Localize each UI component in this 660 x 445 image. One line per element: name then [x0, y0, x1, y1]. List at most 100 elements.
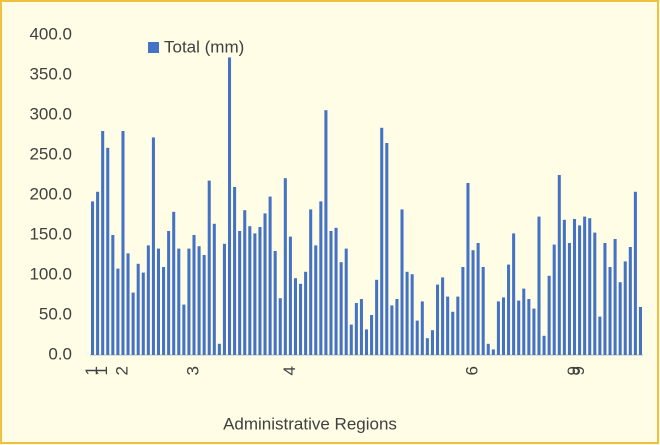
bar: [354, 303, 358, 355]
y-tick-label: 50.0: [39, 304, 72, 323]
bar: [451, 311, 455, 355]
x-tick-label: 9: [564, 366, 583, 375]
bar: [557, 175, 561, 355]
bar: [420, 301, 424, 355]
y-tick-label: 400.0: [29, 24, 72, 43]
y-tick-label: 100.0: [29, 264, 72, 283]
bar: [182, 304, 186, 355]
bar: [486, 343, 490, 355]
bar: [304, 271, 308, 355]
bar: [446, 296, 450, 355]
bar: [415, 320, 419, 355]
bar: [96, 191, 100, 355]
bar: [207, 180, 211, 355]
legend-label: Total (mm): [164, 37, 244, 56]
bar: [638, 307, 642, 355]
bar: [273, 251, 277, 355]
bar: [537, 216, 541, 355]
x-tick-label: 4: [280, 366, 299, 375]
bar: [258, 227, 262, 355]
bar: [233, 187, 237, 355]
bar: [283, 178, 287, 355]
bar: [461, 267, 465, 355]
bar: [131, 292, 135, 355]
bar: [583, 216, 587, 355]
y-tick-label: 0.0: [48, 344, 72, 363]
bar: [91, 201, 95, 355]
bar: [623, 261, 627, 355]
bar: [177, 248, 181, 355]
bar: [501, 297, 506, 355]
bar: [491, 349, 495, 355]
bar: [588, 218, 592, 355]
bar: [359, 299, 363, 355]
bar: [263, 213, 267, 355]
bar: [603, 243, 607, 355]
y-tick-label: 150.0: [29, 224, 72, 243]
bar: [517, 300, 521, 355]
bar: [192, 235, 196, 355]
bar: [334, 227, 338, 355]
bar: [202, 255, 206, 355]
bar: [425, 338, 429, 355]
bar: [567, 243, 571, 355]
bar: [339, 262, 343, 355]
bar: [111, 235, 115, 355]
bar: [197, 246, 201, 355]
bar: [370, 315, 374, 355]
bar: [532, 308, 536, 355]
bar: [613, 239, 617, 355]
bar: [101, 131, 105, 355]
bar: [227, 57, 232, 356]
bar: [410, 274, 414, 355]
bar: [552, 244, 556, 355]
bar: [375, 279, 379, 355]
bar: [116, 268, 120, 355]
bar: [156, 248, 161, 355]
bar: [248, 226, 252, 355]
y-tick-label: 250.0: [29, 144, 72, 163]
bar: [456, 296, 460, 355]
bar: [126, 253, 130, 355]
bar: [187, 248, 191, 355]
bar: [167, 231, 171, 355]
bar: [278, 298, 282, 355]
y-tick-label: 350.0: [29, 64, 72, 83]
bar: [390, 305, 394, 355]
bar: [172, 211, 176, 355]
bar: [329, 231, 333, 355]
bar: [547, 275, 551, 355]
y-tick-label: 200.0: [29, 184, 72, 203]
bar: [578, 225, 582, 355]
bar: [309, 209, 313, 355]
bar: [496, 301, 500, 355]
bar: [364, 329, 369, 355]
bar: [121, 131, 125, 355]
bar: [405, 271, 409, 355]
bar: [441, 277, 445, 355]
bar: [436, 284, 440, 355]
bar: [141, 272, 145, 355]
bar: [162, 267, 166, 355]
bar: [593, 232, 597, 355]
bar: [522, 288, 526, 355]
bar: [136, 263, 140, 355]
bar: [507, 264, 511, 355]
bar: [268, 196, 272, 355]
bar: [385, 143, 389, 355]
y-tick-label: 300.0: [29, 104, 72, 123]
bar: [222, 243, 226, 355]
bar: [238, 231, 242, 355]
bar: [527, 299, 531, 355]
bar: [542, 335, 546, 355]
bar: [400, 209, 404, 355]
bar: [217, 343, 221, 355]
bar: [562, 219, 566, 355]
bar: [314, 245, 318, 355]
bar: [572, 219, 577, 355]
bar: [628, 247, 632, 355]
bar: [349, 324, 353, 355]
bar: [212, 223, 216, 355]
bar: [512, 233, 516, 355]
